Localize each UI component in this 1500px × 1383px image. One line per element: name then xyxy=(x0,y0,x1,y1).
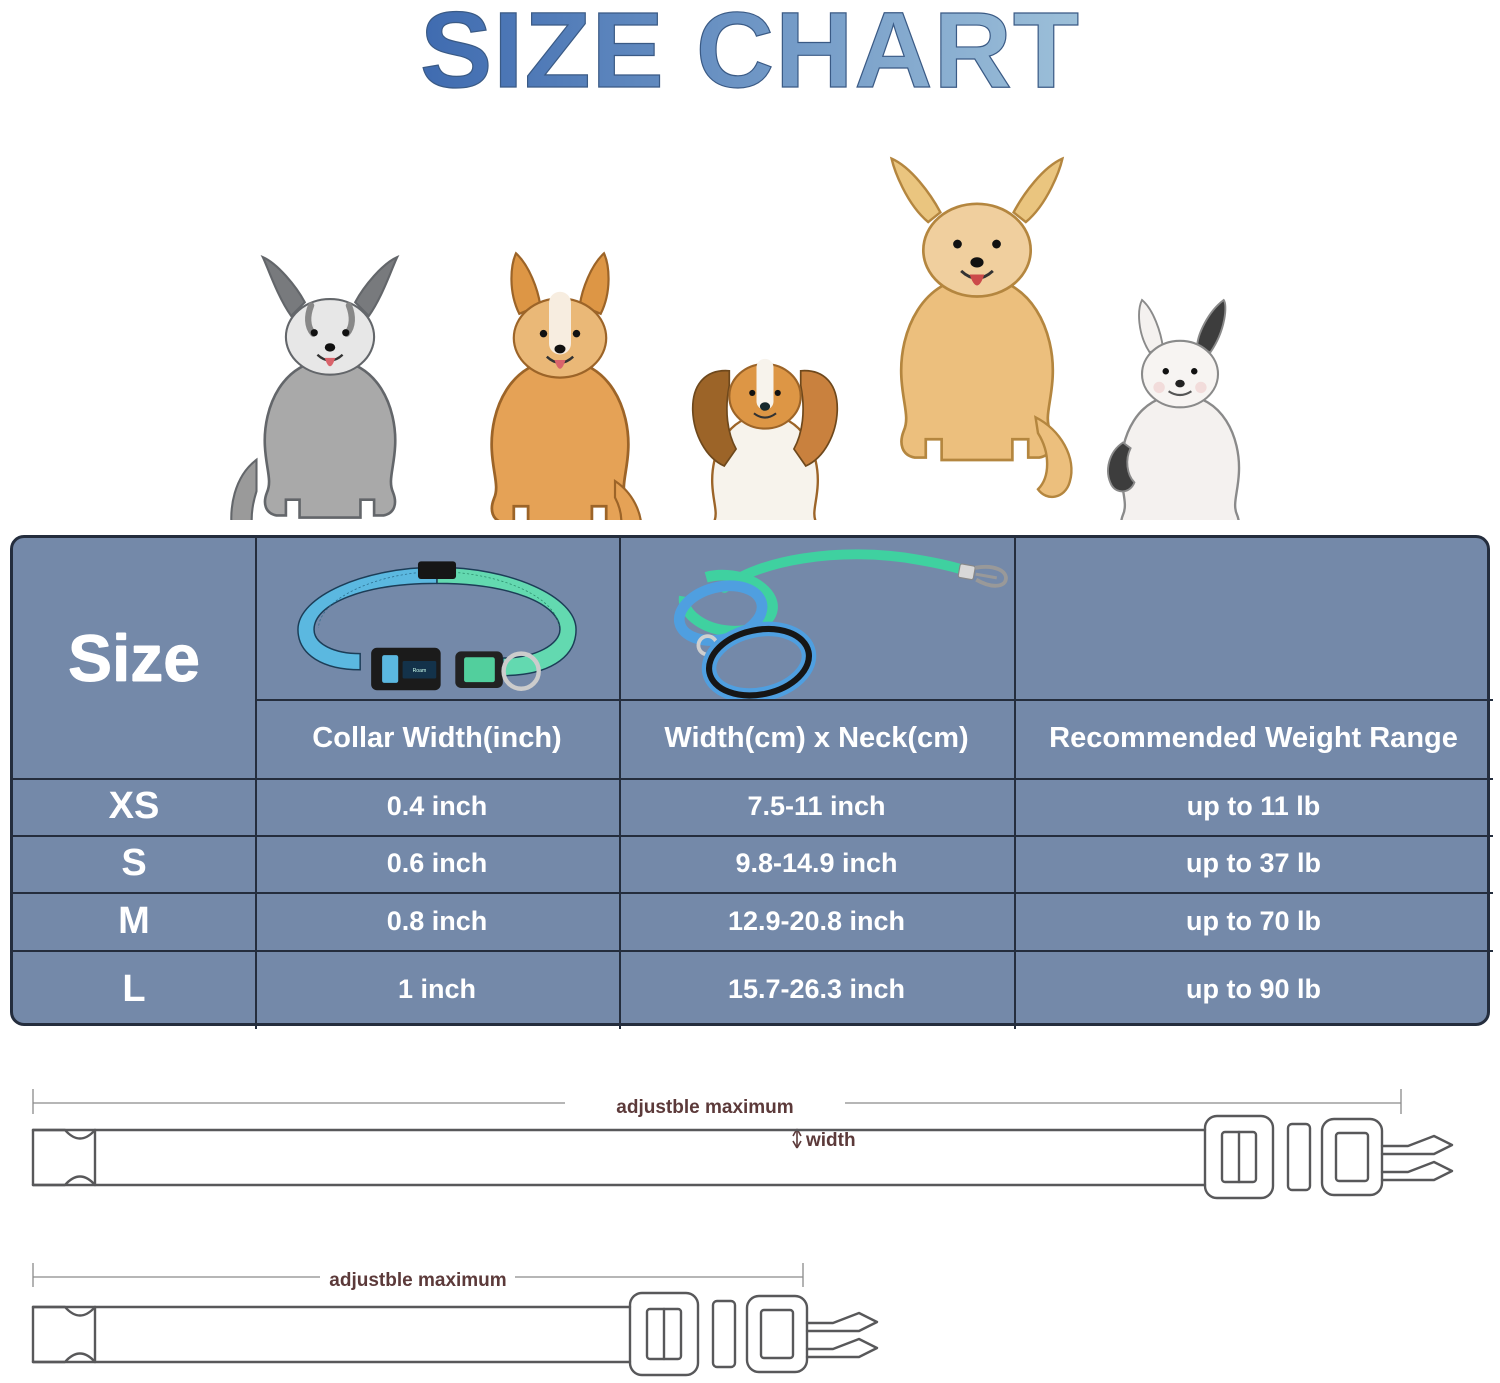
svg-text:width: width xyxy=(805,1130,856,1151)
svg-text:adjustble maximum: adjustble maximum xyxy=(616,1097,793,1118)
svg-text:adjustble maximum: adjustble maximum xyxy=(329,1270,506,1291)
svg-text:Roam: Roam xyxy=(413,668,427,674)
svg-text:SIZE CHART: SIZE CHART xyxy=(420,0,1080,110)
